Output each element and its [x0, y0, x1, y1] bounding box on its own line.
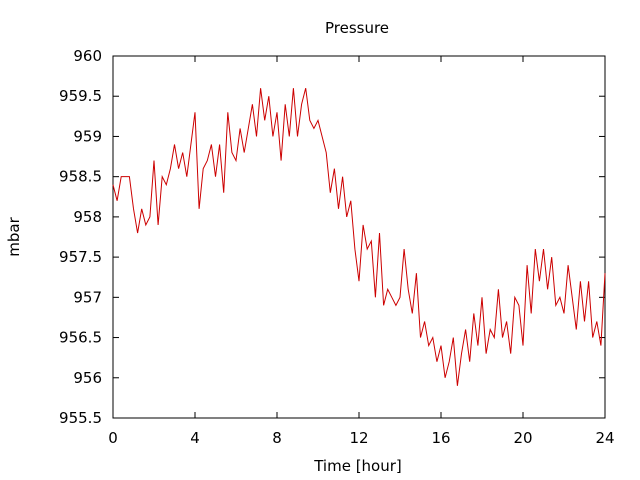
y-axis-ticks: 955.5 956 956.5 957 957.5 958 958.5 959 959.5 960 — [59, 47, 605, 427]
y-tick-label: 956.5 — [59, 329, 102, 347]
x-tick-label: 4 — [190, 429, 200, 447]
x-tick-label: 16 — [431, 429, 450, 447]
y-tick-label: 959 — [73, 127, 102, 145]
chart-title: Pressure — [325, 19, 389, 37]
x-tick-label: 0 — [108, 429, 118, 447]
x-tick-label: 24 — [595, 429, 614, 447]
y-tick-label: 957 — [73, 288, 102, 306]
x-tick-label: 12 — [349, 429, 368, 447]
y-tick-label: 955.5 — [59, 409, 102, 427]
x-axis-ticks: 0 4 8 12 16 20 24 — [108, 56, 615, 447]
pressure-series-line — [112, 88, 606, 386]
y-tick-label: 959.5 — [59, 87, 102, 105]
y-tick-label: 956 — [73, 369, 102, 387]
x-axis-label: Time [hour] — [313, 457, 402, 475]
y-tick-label: 958 — [73, 208, 102, 226]
y-tick-label: 960 — [73, 47, 102, 65]
y-axis-label: mbar — [5, 216, 23, 256]
y-tick-label: 957.5 — [59, 248, 102, 266]
plot-area-frame — [112, 55, 606, 419]
y-tick-label: 958.5 — [59, 168, 102, 186]
x-tick-label: 20 — [513, 429, 532, 447]
x-tick-label: 8 — [272, 429, 282, 447]
